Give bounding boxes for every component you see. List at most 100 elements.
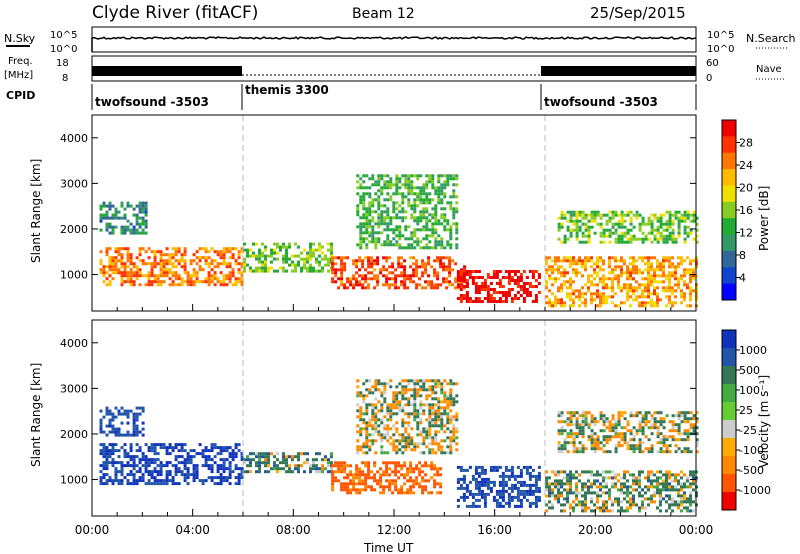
data-cell — [440, 448, 444, 452]
data-cell — [638, 447, 642, 451]
data-cell — [276, 467, 279, 471]
data-cell — [446, 421, 450, 425]
data-cell — [507, 279, 511, 282]
data-cell — [425, 198, 429, 202]
data-cell — [551, 265, 554, 269]
data-cell — [662, 482, 665, 486]
data-cell — [285, 248, 288, 252]
data-cell — [123, 443, 127, 447]
data-cell — [428, 192, 432, 196]
data-cell — [416, 204, 420, 208]
data-cell — [569, 304, 572, 308]
data-cell — [644, 262, 647, 266]
data-cell — [108, 461, 112, 465]
data-cell — [120, 473, 124, 477]
data-cell — [437, 174, 441, 178]
data-cell — [392, 228, 396, 232]
data-cell — [219, 482, 223, 486]
data-cell — [581, 274, 584, 278]
data-cell — [608, 240, 612, 244]
data-cell — [632, 476, 635, 480]
data-cell — [617, 500, 620, 504]
data-cell — [183, 268, 187, 272]
data-cell — [380, 451, 384, 455]
data-cell — [398, 204, 402, 208]
data-cell — [413, 234, 417, 238]
data-cell — [434, 418, 438, 422]
data-cell — [210, 443, 214, 447]
data-cell — [409, 485, 413, 489]
data-cell — [692, 414, 696, 418]
data-cell — [623, 435, 627, 439]
data-cell — [677, 280, 680, 284]
data-cell — [483, 492, 487, 496]
data-cell — [410, 237, 414, 241]
data-cell — [364, 277, 368, 281]
data-cell — [135, 433, 139, 437]
data-cell — [665, 470, 668, 474]
data-cell — [587, 289, 590, 293]
data-cell — [686, 506, 689, 510]
data-cell — [389, 403, 393, 407]
data-cell — [129, 204, 133, 208]
data-cell — [653, 491, 656, 495]
data-cell — [419, 213, 423, 217]
data-cell — [680, 494, 683, 498]
data-cell — [581, 494, 584, 498]
data-cell — [572, 441, 576, 445]
data-cell — [668, 222, 672, 226]
data-cell — [261, 263, 264, 267]
data-cell — [382, 274, 386, 278]
data-cell — [401, 391, 405, 395]
data-cell — [608, 429, 612, 433]
data-cell — [330, 242, 333, 246]
data-cell — [132, 412, 136, 416]
data-cell — [422, 451, 426, 455]
data-cell — [626, 228, 630, 232]
data-cell — [608, 491, 611, 495]
data-cell — [545, 485, 548, 489]
data-cell — [599, 280, 602, 284]
data-cell — [463, 271, 467, 275]
data-cell — [614, 435, 618, 439]
data-cell — [398, 391, 402, 395]
data-cell — [644, 411, 648, 415]
data-cell — [141, 427, 145, 431]
data-cell — [297, 245, 300, 249]
data-cell — [370, 259, 374, 263]
data-cell — [315, 464, 318, 468]
data-cell — [343, 476, 347, 480]
data-cell — [153, 461, 157, 465]
data-cell — [237, 271, 241, 275]
data-cell — [653, 304, 656, 308]
data-cell — [412, 470, 416, 474]
data-cell — [632, 286, 635, 290]
data-cell — [343, 461, 347, 465]
data-cell — [380, 189, 384, 193]
data-cell — [489, 480, 493, 484]
data-cell — [368, 439, 372, 443]
data-cell — [427, 283, 431, 287]
data-cell — [312, 248, 315, 252]
data-cell — [492, 291, 496, 294]
data-cell — [324, 263, 327, 267]
data-cell — [623, 497, 626, 501]
data-cell — [641, 420, 645, 424]
data-cell — [425, 207, 429, 211]
data-cell — [331, 485, 335, 489]
velocity-ylabel: Slant Range [km] — [29, 363, 43, 467]
data-cell — [626, 295, 629, 299]
data-cell — [361, 470, 365, 474]
data-cell — [237, 473, 241, 477]
data-cell — [578, 426, 582, 430]
data-cell — [689, 271, 692, 275]
data-cell — [644, 414, 648, 418]
data-cell — [626, 485, 629, 489]
data-cell — [368, 219, 372, 223]
data-cell — [371, 415, 375, 419]
data-cell — [650, 470, 653, 474]
data-cell — [569, 298, 572, 302]
data-cell — [689, 298, 692, 302]
data-cell — [455, 174, 459, 178]
